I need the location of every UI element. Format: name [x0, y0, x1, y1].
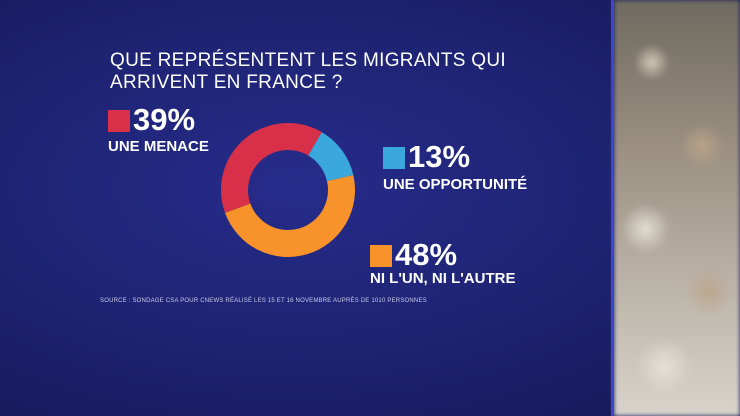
legend-swatch	[108, 110, 130, 132]
background-photo	[614, 0, 740, 416]
legend-swatch	[370, 245, 392, 267]
value-label: 39%	[133, 102, 195, 137]
category-label: UNE OPPORTUNITÉ	[383, 176, 527, 193]
value-label: 13%	[408, 139, 470, 174]
donut-segment	[220, 122, 322, 213]
divider	[611, 0, 614, 416]
chart-title: QUE REPRÉSENTENT LES MIGRANTS QUI ARRIVE…	[110, 50, 506, 93]
source-note: SOURCE : SONDAGE CSA POUR CNEWS RÉALISÉ …	[100, 298, 427, 304]
legend-swatch	[383, 147, 405, 169]
donut-segment	[308, 132, 354, 182]
donut-segment	[225, 175, 356, 258]
category-label: NI L'UN, NI L'AUTRE	[370, 270, 515, 287]
category-label: UNE MENACE	[108, 138, 209, 155]
value-label: 48%	[395, 237, 457, 272]
